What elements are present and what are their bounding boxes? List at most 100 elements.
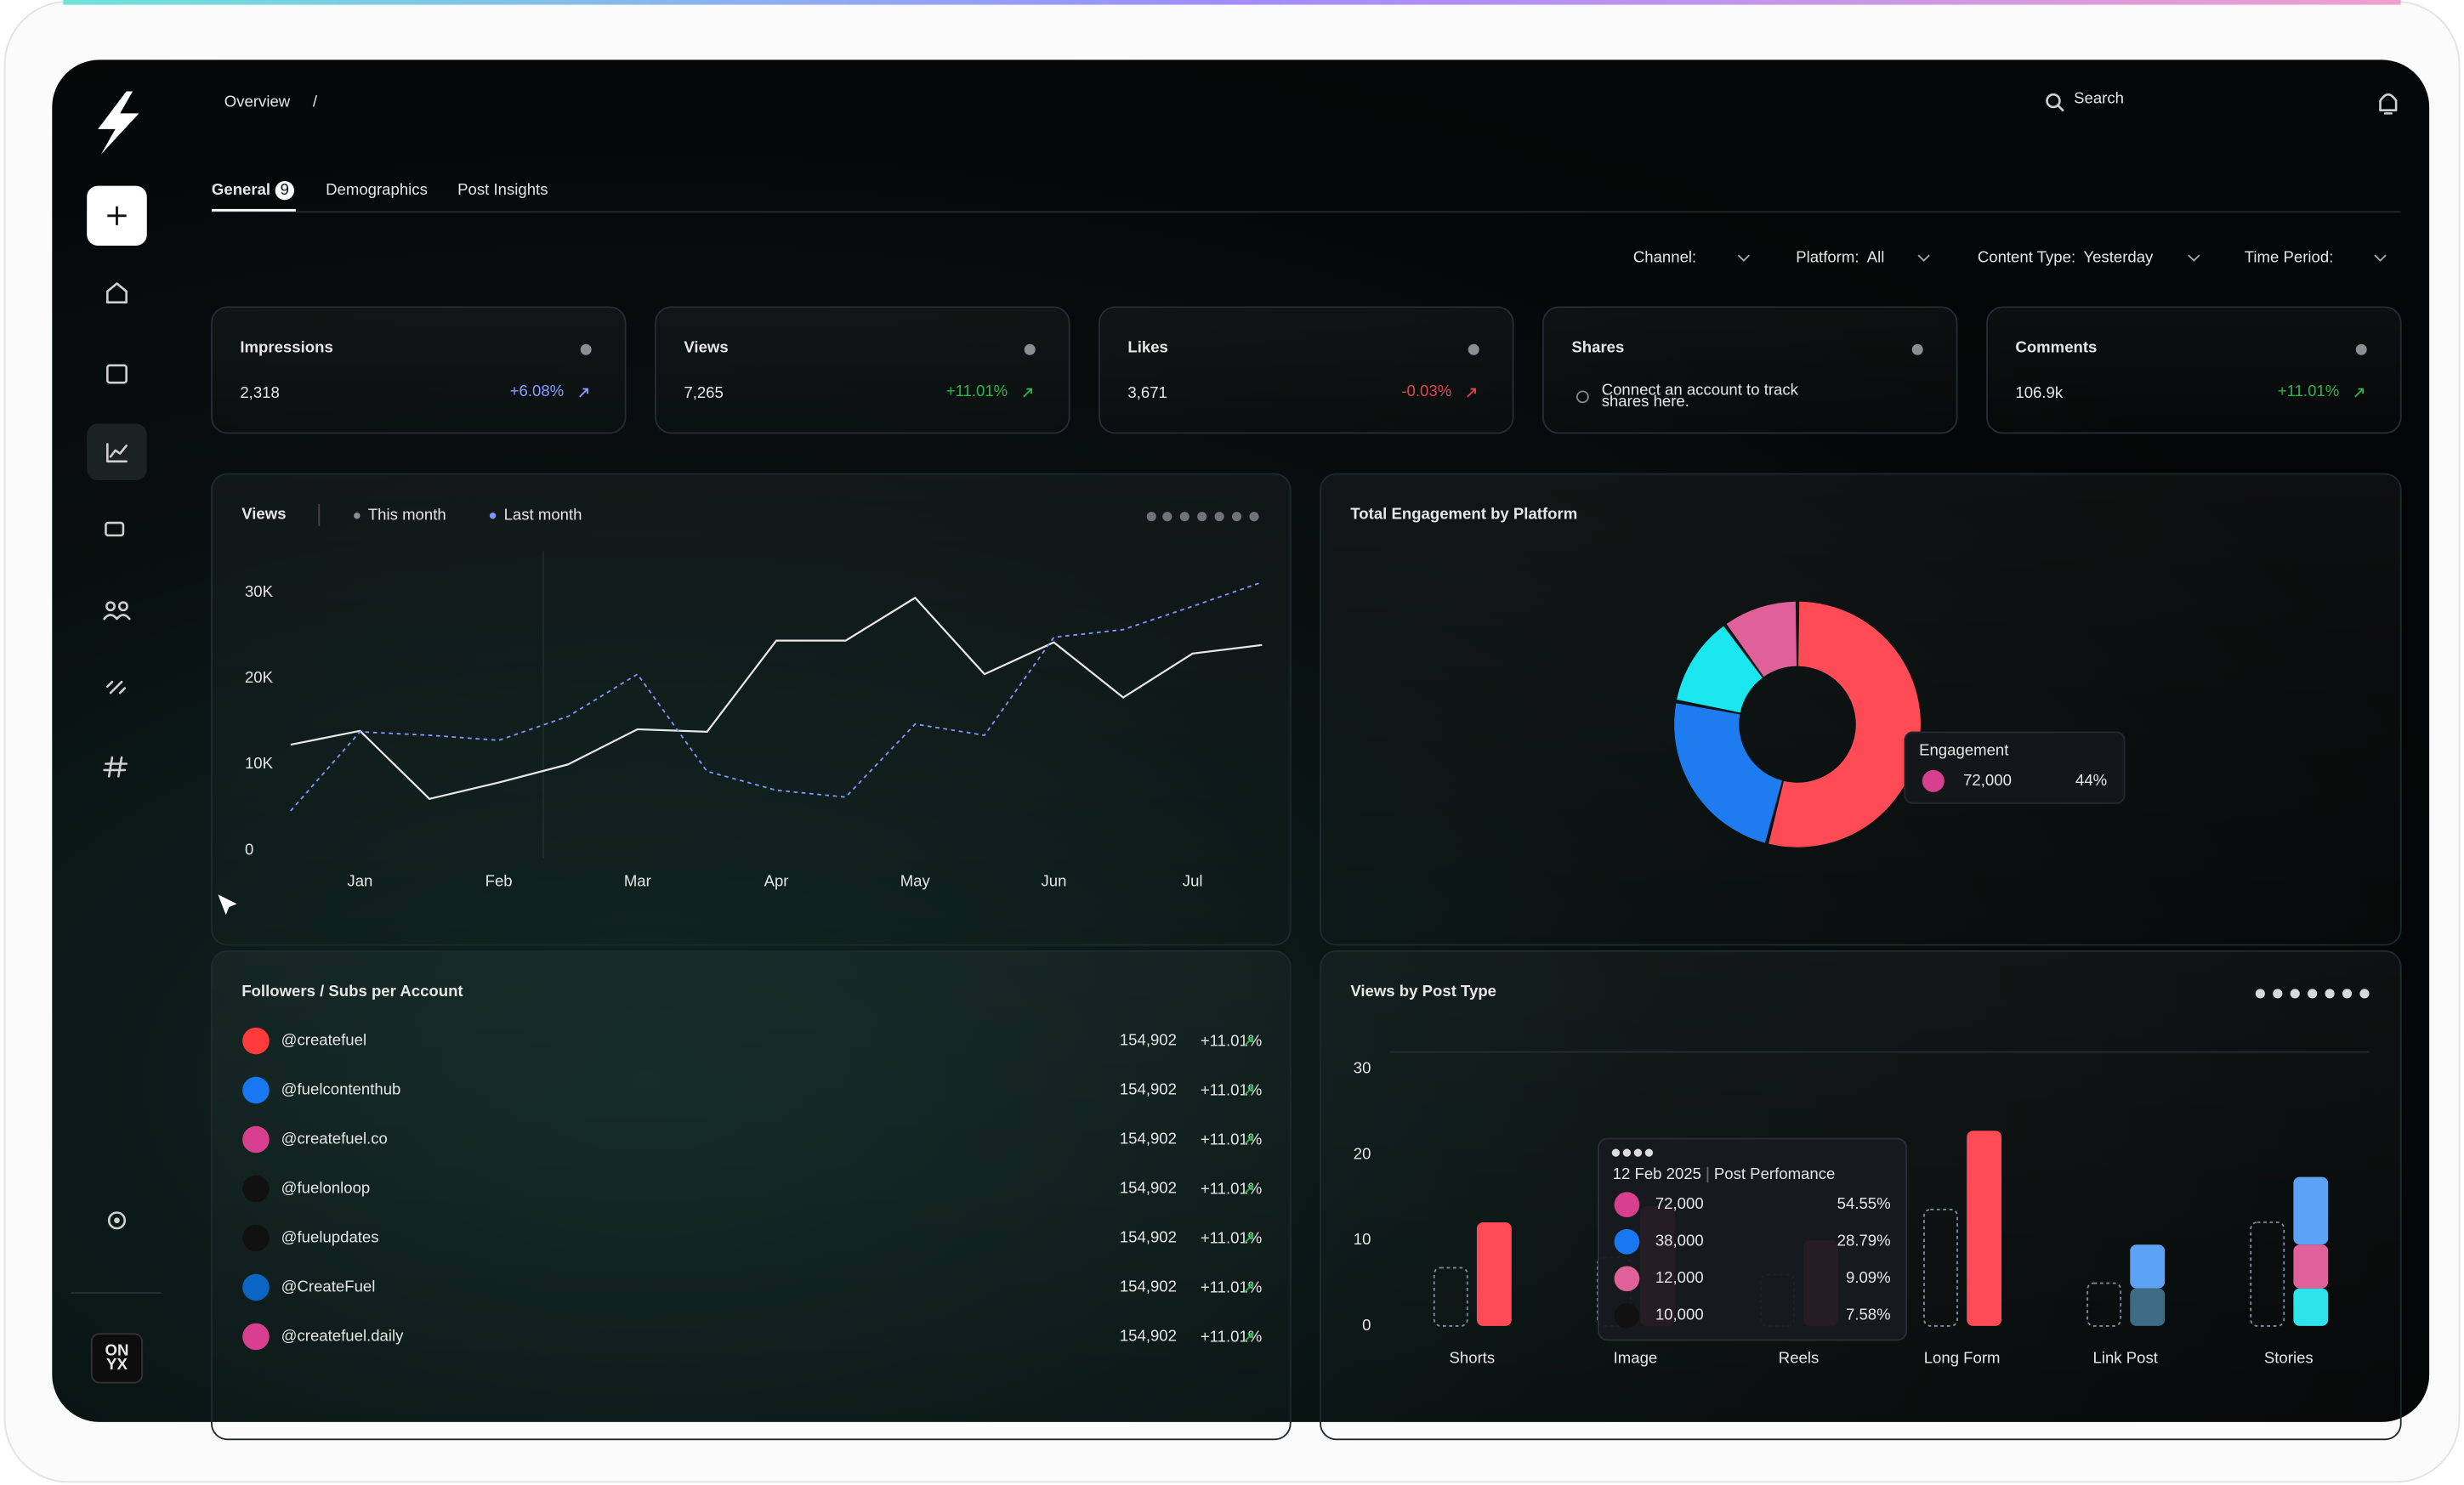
calendar-icon[interactable] [106, 364, 128, 384]
search-icon [2046, 93, 2061, 109]
legend-label: Last month [504, 506, 582, 524]
bar-outline [2250, 1221, 2285, 1327]
metric-title: Views [684, 337, 728, 355]
trend-arrow [2354, 388, 2365, 398]
x-tick-label: Jul [1183, 871, 1203, 889]
notifications-icon[interactable] [2379, 93, 2398, 115]
trend-arrow [1244, 1135, 1254, 1145]
x-tick-label: Jan [347, 871, 372, 889]
workspace-logo[interactable] [90, 1333, 144, 1384]
x-tick-label: Image [1614, 1349, 1658, 1367]
account-change: +11.01% [1201, 1228, 1262, 1246]
tooltip-share: 44% [2075, 771, 2107, 789]
account-followers: 154,902 [1120, 1277, 1177, 1295]
filter-label[interactable]: Time Period: [2245, 248, 2334, 266]
tooltip-label: Engagement [1919, 741, 2009, 759]
pie-slice [1674, 703, 1782, 843]
metric-note: Connect an account to track [1602, 380, 1799, 398]
analytics-icon[interactable] [106, 443, 128, 463]
sidebar: ON YX [71, 91, 162, 1384]
metric-note: shares here. [1602, 392, 1689, 410]
bar-segment [2293, 1176, 2329, 1245]
x-tick-label: Link Post [2093, 1349, 2159, 1367]
y-tick-label: 0 [1362, 1316, 1371, 1334]
legend-dot [354, 513, 361, 519]
tab[interactable]: General [212, 180, 270, 198]
bar-segment [1476, 1221, 1512, 1326]
tab[interactable]: Post Insights [457, 180, 548, 198]
tooltip-share: 7.58% [1846, 1306, 1891, 1323]
chart-title: Total Engagement by Platform [1350, 505, 1577, 523]
account-icon [242, 1273, 270, 1301]
filter-label[interactable]: Channel: [1633, 248, 1696, 266]
trend-arrow [1244, 1332, 1254, 1342]
messages-icon[interactable] [105, 521, 125, 537]
metric-card [655, 306, 1070, 434]
x-tick-label: Apr [764, 871, 789, 889]
add-icon [107, 206, 127, 225]
people-icon-3 [103, 614, 131, 621]
filter-chevron [1737, 254, 1751, 262]
bar-segment [2293, 1244, 2329, 1289]
bar-segment [2130, 1288, 2166, 1326]
search[interactable]: Search [2074, 89, 2124, 107]
x-tick-label: Stories [2264, 1349, 2314, 1367]
account-change: +11.01% [1201, 1080, 1262, 1098]
tooltip-value: 12,000 [1655, 1268, 1704, 1286]
frame-accent [63, 0, 2401, 5]
tab-badge [275, 181, 294, 201]
metric-title: Shares [1571, 337, 1624, 355]
plug-icon [1575, 390, 1589, 404]
account-icon [242, 1027, 270, 1055]
brand-logo [98, 91, 139, 155]
account-icon [242, 1125, 270, 1153]
breadcrumb-separator: / [313, 92, 318, 110]
trend-arrow [1244, 1233, 1254, 1244]
x-tick-label: Feb [485, 871, 513, 889]
account-icon [242, 1076, 270, 1104]
tooltip-share: 9.09% [1846, 1268, 1891, 1286]
tooltip-icon [1614, 1266, 1640, 1292]
info-icon [1468, 343, 1479, 355]
workspace-logo-text: YX [106, 1355, 128, 1373]
metric-title: Impressions [240, 337, 332, 355]
tooltip-value: 10,000 [1655, 1306, 1704, 1323]
x-tick-label: Long Form [1924, 1349, 2001, 1367]
y-tick-label: 30K [245, 582, 274, 600]
tab-badge-count: 9 [281, 180, 289, 198]
hashtag-icon[interactable] [103, 756, 128, 778]
filter-label[interactable]: Content Type: [1978, 248, 2075, 266]
account-followers: 154,902 [1120, 1030, 1177, 1048]
people-icon[interactable] [105, 601, 116, 612]
bar-segment [2130, 1244, 2166, 1289]
metric-title: Comments [2015, 337, 2097, 355]
metric-change: +11.01% [2278, 382, 2339, 400]
account-handle: @CreateFuel [281, 1277, 376, 1295]
bar-outline [2086, 1282, 2122, 1327]
legend-dot [489, 513, 497, 519]
filter-chevron [1917, 254, 1930, 262]
trend-arrow [1467, 388, 1477, 398]
trend-arrow [1244, 1036, 1254, 1046]
cursor [218, 894, 237, 915]
line-series [290, 581, 1263, 812]
filter-label[interactable]: Platform: [1796, 248, 1859, 266]
y-tick-label: 10 [1354, 1230, 1371, 1248]
x-tick-label: Reels [1779, 1349, 1819, 1367]
account-followers: 154,902 [1120, 1326, 1177, 1344]
account-followers: 154,902 [1120, 1080, 1177, 1097]
tooltip-platform-icon [1633, 1148, 1643, 1157]
tooltip-share: 54.55% [1837, 1194, 1891, 1212]
tooltip-share: 28.79% [1837, 1232, 1891, 1250]
account-handle: @createfuel.daily [281, 1326, 404, 1344]
account-change: +11.01% [1201, 1179, 1262, 1197]
x-tick-label: Jun [1042, 871, 1067, 889]
home-icon[interactable] [106, 282, 128, 303]
breadcrumb[interactable]: Overview [224, 92, 291, 110]
chart-title: Views by Post Type [1350, 982, 1496, 1000]
legend-label: This month [368, 506, 446, 524]
settings-icon[interactable] [107, 1211, 127, 1230]
link-icon[interactable] [106, 680, 127, 694]
metric-card [1986, 306, 2402, 434]
tab[interactable]: Demographics [326, 180, 428, 198]
